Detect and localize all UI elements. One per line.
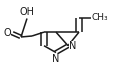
Text: N: N bbox=[69, 41, 77, 51]
Text: OH: OH bbox=[19, 7, 35, 17]
Text: O: O bbox=[3, 28, 11, 38]
Text: CH₃: CH₃ bbox=[92, 13, 108, 22]
Text: N: N bbox=[52, 54, 60, 64]
